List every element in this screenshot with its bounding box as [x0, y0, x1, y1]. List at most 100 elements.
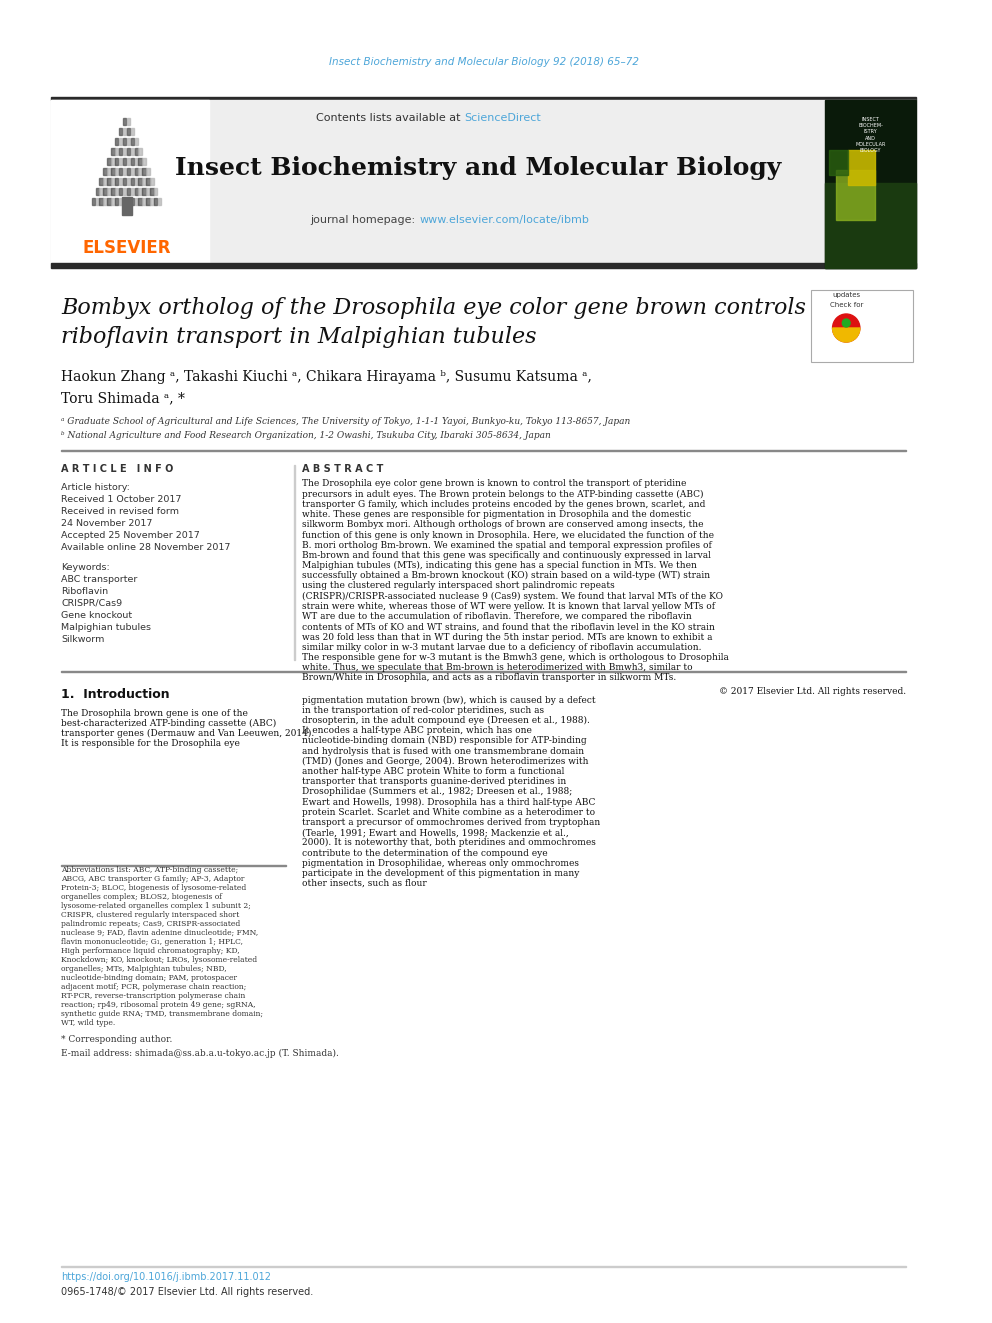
- Text: Bm-brown and found that this gene was specifically and continuously expressed in: Bm-brown and found that this gene was sp…: [303, 550, 711, 560]
- Text: (CRISPR)/CRISPR-associated nuclease 9 (Cas9) system. We found that larval MTs of: (CRISPR)/CRISPR-associated nuclease 9 (C…: [303, 591, 723, 601]
- Text: organelles complex; BLOS2, biogenesis of: organelles complex; BLOS2, biogenesis of: [62, 893, 222, 901]
- Text: transport a precursor of ommochromes derived from tryptophan: transport a precursor of ommochromes der…: [303, 818, 600, 827]
- Bar: [103, 179, 107, 185]
- Bar: [119, 128, 122, 135]
- Text: transporter that transports guanine-derived pteridines in: transporter that transports guanine-deri…: [303, 777, 566, 786]
- Text: successfully obtained a Bm-brown knockout (KO) strain based on a wild-type (WT) : successfully obtained a Bm-brown knockou…: [303, 572, 710, 581]
- Text: https://doi.org/10.1016/j.ibmb.2017.11.012: https://doi.org/10.1016/j.ibmb.2017.11.0…: [62, 1271, 272, 1282]
- Bar: [139, 188, 142, 194]
- Bar: [127, 157, 130, 165]
- Bar: [123, 179, 126, 185]
- Bar: [111, 168, 114, 175]
- Bar: [142, 198, 146, 205]
- Bar: [142, 168, 146, 175]
- Text: ScienceDirect: ScienceDirect: [464, 112, 541, 123]
- Bar: [146, 168, 150, 175]
- Bar: [131, 157, 134, 165]
- Bar: [127, 179, 130, 185]
- Bar: [824, 183, 917, 269]
- Text: flavin mononucleotide; G₁, generation 1; HPLC,: flavin mononucleotide; G₁, generation 1;…: [62, 938, 243, 946]
- Text: white. These genes are responsible for pigmentation in Drosophila and the domest: white. These genes are responsible for p…: [303, 511, 691, 519]
- Text: other insects, such as flour: other insects, such as flour: [303, 878, 427, 888]
- Bar: [119, 188, 122, 194]
- Bar: [107, 168, 111, 175]
- Bar: [142, 179, 146, 185]
- Text: * Corresponding author.: * Corresponding author.: [62, 1036, 173, 1044]
- Text: Malpighian tubules (MTs), indicating this gene has a special function in MTs. We: Malpighian tubules (MTs), indicating thi…: [303, 561, 697, 570]
- Text: Article history:: Article history:: [62, 483, 130, 492]
- Text: Bombyx ortholog of the Drosophila eye color gene brown controls: Bombyx ortholog of the Drosophila eye co…: [62, 296, 806, 319]
- Text: organelles; MTs, Malpighian tubules; NBD,: organelles; MTs, Malpighian tubules; NBD…: [62, 964, 227, 972]
- Circle shape: [842, 319, 850, 327]
- Bar: [135, 168, 138, 175]
- Text: E-mail address: shimada@ss.ab.a.u-tokyo.ac.jp (T. Shimada).: E-mail address: shimada@ss.ab.a.u-tokyo.…: [62, 1048, 339, 1057]
- Text: lysosome-related organelles complex 1 subunit 2;: lysosome-related organelles complex 1 su…: [62, 902, 251, 910]
- Text: similar milky color in w-3 mutant larvae due to a deficiency of riboflavin accum: similar milky color in w-3 mutant larvae…: [303, 643, 701, 652]
- Text: RT-PCR, reverse-transcription polymerase chain: RT-PCR, reverse-transcription polymerase…: [62, 992, 246, 1000]
- Bar: [127, 118, 130, 124]
- Bar: [135, 157, 138, 165]
- Bar: [95, 198, 99, 205]
- Bar: [150, 188, 154, 194]
- Wedge shape: [832, 328, 860, 343]
- Bar: [119, 148, 122, 155]
- Bar: [824, 101, 917, 269]
- Text: synthetic guide RNA; TMD, transmembrane domain;: synthetic guide RNA; TMD, transmembrane …: [62, 1009, 264, 1017]
- Text: Insect Biochemistry and Molecular Biology 92 (2018) 65–72: Insect Biochemistry and Molecular Biolog…: [328, 57, 639, 67]
- Bar: [51, 101, 917, 269]
- Text: journal homepage:: journal homepage:: [310, 216, 420, 225]
- Text: another half-type ABC protein White to form a functional: another half-type ABC protein White to f…: [303, 767, 564, 775]
- Text: Protein-3; BLOC, biogenesis of lysosome-related: Protein-3; BLOC, biogenesis of lysosome-…: [62, 884, 247, 892]
- Bar: [111, 157, 114, 165]
- Bar: [146, 198, 150, 205]
- Bar: [150, 179, 154, 185]
- Bar: [811, 290, 913, 363]
- Bar: [127, 188, 130, 194]
- Text: B. mori ortholog Bm-brown. We examined the spatial and temporal expression profi: B. mori ortholog Bm-brown. We examined t…: [303, 541, 712, 549]
- Bar: [103, 198, 107, 205]
- Bar: [107, 157, 111, 165]
- Text: Check for: Check for: [829, 302, 863, 308]
- Bar: [122, 197, 132, 216]
- Text: was 20 fold less than that in WT during the 5th instar period. MTs are known to : was 20 fold less than that in WT during …: [303, 632, 712, 642]
- Text: best-characterized ATP-binding cassette (ABC): best-characterized ATP-binding cassette …: [62, 718, 277, 728]
- Text: drosopterin, in the adult compound eye (Dreesen et al., 1988).: drosopterin, in the adult compound eye (…: [303, 716, 590, 725]
- Bar: [95, 188, 99, 194]
- Text: updates: updates: [832, 292, 860, 298]
- Bar: [123, 148, 126, 155]
- Text: riboflavin transport in Malpighian tubules: riboflavin transport in Malpighian tubul…: [62, 325, 537, 348]
- Text: High performance liquid chromatography; KD,: High performance liquid chromatography; …: [62, 947, 240, 955]
- Text: function of this gene is only known in Drosophila. Here, we elucidated the funct: function of this gene is only known in D…: [303, 531, 714, 540]
- Text: (Tearle, 1991; Ewart and Howells, 1998; Mackenzie et al.,: (Tearle, 1991; Ewart and Howells, 1998; …: [303, 828, 569, 837]
- Bar: [103, 168, 107, 175]
- Bar: [135, 198, 138, 205]
- Bar: [107, 179, 111, 185]
- Bar: [111, 198, 114, 205]
- Text: pigmentation in Drosophilidae, whereas only ommochromes: pigmentation in Drosophilidae, whereas o…: [303, 859, 579, 868]
- Bar: [111, 148, 114, 155]
- Text: ᵃ Graduate School of Agricultural and Life Sciences, The University of Tokyo, 1-: ᵃ Graduate School of Agricultural and Li…: [62, 418, 631, 426]
- Circle shape: [832, 314, 860, 343]
- Text: Ewart and Howells, 1998). Drosophila has a third half-type ABC: Ewart and Howells, 1998). Drosophila has…: [303, 798, 595, 807]
- Text: 1.  Introduction: 1. Introduction: [62, 688, 170, 701]
- Bar: [51, 97, 917, 101]
- Text: ᵇ National Agriculture and Food Research Organization, 1-2 Owashi, Tsukuba City,: ᵇ National Agriculture and Food Research…: [62, 430, 552, 439]
- Text: pigmentation mutation brown (bw), which is caused by a defect: pigmentation mutation brown (bw), which …: [303, 696, 596, 705]
- Bar: [135, 179, 138, 185]
- Bar: [139, 168, 142, 175]
- Text: Brown/White in Drosophila, and acts as a riboflavin transporter in silkworm MTs.: Brown/White in Drosophila, and acts as a…: [303, 673, 677, 683]
- Text: Riboflavin: Riboflavin: [62, 586, 108, 595]
- Text: palindromic repeats; Cas9, CRISPR-associated: palindromic repeats; Cas9, CRISPR-associ…: [62, 919, 241, 927]
- Bar: [131, 128, 134, 135]
- Text: Malpighian tubules: Malpighian tubules: [62, 623, 152, 631]
- Text: Received in revised form: Received in revised form: [62, 507, 180, 516]
- Bar: [139, 148, 142, 155]
- Bar: [111, 188, 114, 194]
- Bar: [146, 179, 150, 185]
- Bar: [123, 157, 126, 165]
- Bar: [91, 198, 95, 205]
- Text: precursors in adult eyes. The Brown protein belongs to the ATP-binding cassette : precursors in adult eyes. The Brown prot…: [303, 490, 703, 499]
- Text: It is responsible for the Drosophila eye: It is responsible for the Drosophila eye: [62, 740, 240, 747]
- Text: (TMD) (Jones and George, 2004). Brown heterodimerizes with: (TMD) (Jones and George, 2004). Brown he…: [303, 757, 588, 766]
- Text: Silkworm: Silkworm: [62, 635, 105, 643]
